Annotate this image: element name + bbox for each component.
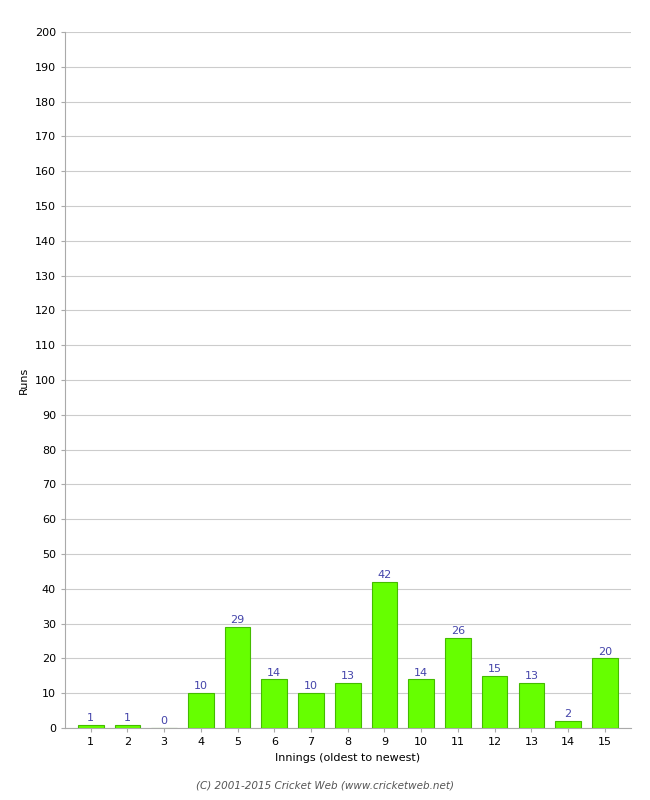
X-axis label: Innings (oldest to newest): Innings (oldest to newest) xyxy=(275,753,421,762)
Bar xyxy=(592,658,617,728)
Bar xyxy=(482,676,508,728)
Text: 26: 26 xyxy=(451,626,465,636)
Text: 10: 10 xyxy=(304,682,318,691)
Text: 29: 29 xyxy=(231,615,244,626)
Bar xyxy=(298,693,324,728)
Bar xyxy=(445,638,471,728)
Bar xyxy=(408,679,434,728)
Bar xyxy=(335,682,361,728)
Text: 13: 13 xyxy=(341,671,355,681)
Text: 1: 1 xyxy=(87,713,94,722)
Text: 42: 42 xyxy=(378,570,391,580)
Y-axis label: Runs: Runs xyxy=(20,366,29,394)
Bar xyxy=(188,693,214,728)
Bar xyxy=(261,679,287,728)
Text: 2: 2 xyxy=(564,710,571,719)
Bar xyxy=(225,627,250,728)
Text: (C) 2001-2015 Cricket Web (www.cricketweb.net): (C) 2001-2015 Cricket Web (www.cricketwe… xyxy=(196,781,454,790)
Text: 1: 1 xyxy=(124,713,131,722)
Text: 15: 15 xyxy=(488,664,502,674)
Bar xyxy=(114,725,140,728)
Text: 14: 14 xyxy=(414,667,428,678)
Bar xyxy=(519,682,544,728)
Text: 0: 0 xyxy=(161,716,168,726)
Bar xyxy=(372,582,397,728)
Text: 10: 10 xyxy=(194,682,208,691)
Text: 13: 13 xyxy=(525,671,538,681)
Text: 20: 20 xyxy=(598,646,612,657)
Text: 14: 14 xyxy=(267,667,281,678)
Bar xyxy=(78,725,103,728)
Bar xyxy=(555,721,581,728)
